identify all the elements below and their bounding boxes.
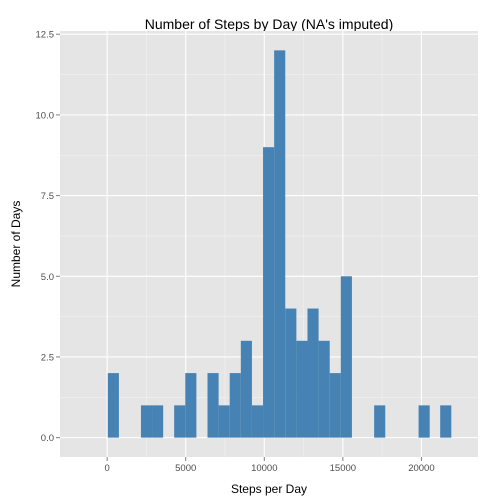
histogram-bar [140, 405, 153, 438]
histogram-bar [229, 373, 241, 438]
y-tick-label: 0.0 [41, 433, 54, 444]
y-tick-label: 12.5 [36, 30, 55, 41]
histogram-bar [240, 340, 252, 438]
histogram-bar [174, 405, 186, 438]
histogram-bar [207, 373, 219, 438]
histogram-bars [107, 50, 452, 438]
x-tick-label: 5000 [175, 463, 196, 474]
histogram-bar [418, 405, 430, 438]
y-axis-ticks: 0.0 2.5 5.0 7.5 10.0 12.5 [36, 30, 60, 444]
histogram-bar [152, 405, 164, 438]
histogram-bar [329, 373, 341, 438]
histogram-bar [296, 340, 308, 438]
y-tick-label: 2.5 [41, 352, 54, 363]
histogram-bar [340, 276, 352, 438]
y-tick-label: 7.5 [41, 191, 54, 202]
x-tick-label: 20000 [408, 463, 434, 474]
histogram-bar [307, 308, 319, 438]
histogram-bar [185, 373, 197, 438]
y-tick-label: 10.0 [36, 110, 55, 121]
histogram-bar [251, 405, 264, 438]
histogram-bar [440, 405, 452, 438]
histogram-bar [218, 405, 230, 438]
x-axis-ticks: 0 5000 10000 15000 20000 [104, 457, 435, 474]
histogram-bar [107, 373, 119, 438]
histogram-bar [274, 50, 286, 438]
x-tick-label: 15000 [330, 463, 356, 474]
y-tick-label: 5.0 [41, 272, 54, 283]
y-axis-title: Number of Days [9, 201, 23, 288]
x-axis-title: Steps per Day [231, 482, 307, 496]
histogram-bar [318, 340, 330, 438]
x-tick-label: 10000 [251, 463, 277, 474]
histogram-bar [285, 308, 297, 438]
chart-title: Number of Steps by Day (NA's imputed) [145, 16, 394, 32]
histogram-bar [263, 147, 275, 438]
x-tick-label: 0 [104, 463, 109, 474]
histogram-bar [374, 405, 386, 438]
